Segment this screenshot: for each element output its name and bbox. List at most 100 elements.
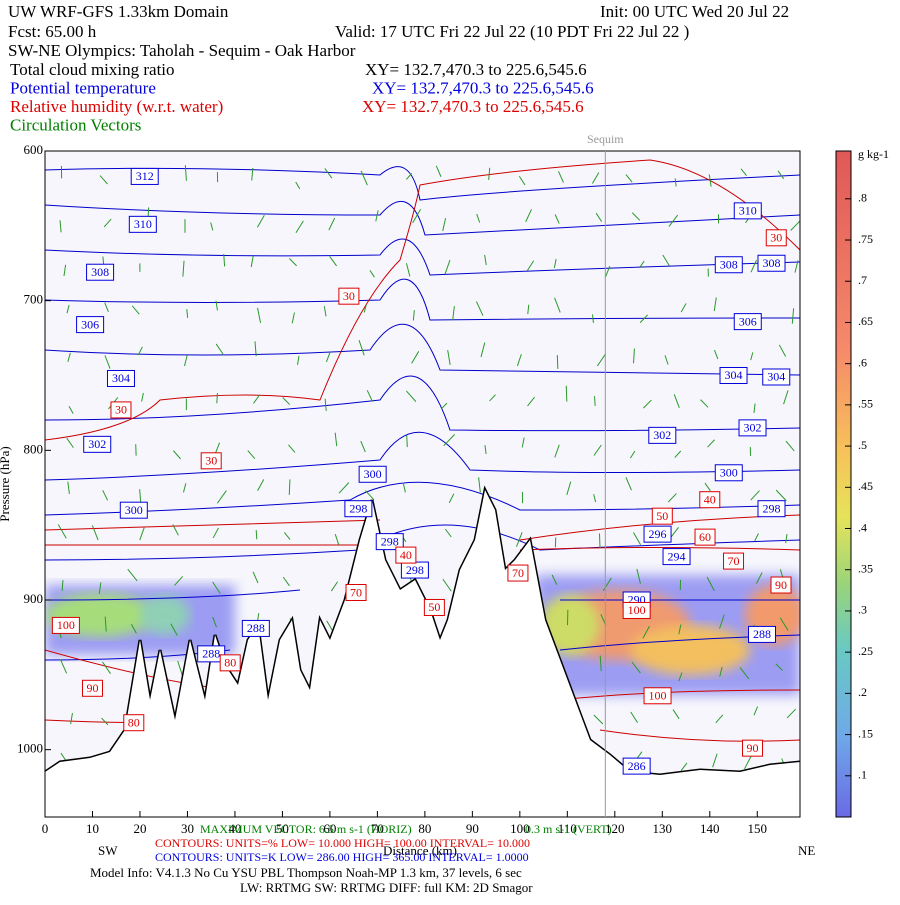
init-time: Init: 00 UTC Wed 20 Jul 22 (600, 2, 789, 21)
theta-label: 294 (668, 549, 686, 563)
rh-label: 30 (205, 454, 217, 468)
theta-label: 300 (364, 467, 382, 481)
rh-label: 100 (57, 618, 75, 632)
x-tick-label: 10 (86, 821, 99, 836)
colorbar-tick-label: .7 (858, 273, 867, 287)
theta-label: 296 (649, 527, 667, 541)
rh-label: 90 (775, 578, 787, 592)
vector (217, 393, 218, 403)
x-tick-label: 150 (748, 821, 768, 836)
x-tick-label: 0 (42, 821, 49, 836)
field-name: Circulation Vectors (10, 115, 141, 134)
rh-label: 40 (400, 548, 412, 562)
vector (256, 530, 257, 539)
y-axis-label: Pressure (hPa) (0, 446, 12, 521)
rh-label: 70 (350, 585, 362, 599)
right-end: NE (798, 843, 815, 858)
theta-label: 300 (720, 466, 738, 480)
theta-label: 306 (739, 314, 757, 328)
theta-label: 288 (753, 627, 771, 641)
colorbar-tick-label: .25 (858, 644, 873, 658)
colorbar-tick-label: .3 (858, 603, 867, 617)
valid-time: Valid: 17 UTC Fri 22 Jul 22 (10 PDT Fri … (335, 22, 689, 41)
x-tick-label: 130 (653, 821, 673, 836)
theta-label: 304 (767, 370, 785, 384)
vector (595, 396, 596, 406)
theta-label: 298 (763, 501, 781, 515)
rh-label: 50 (656, 509, 668, 523)
theta-label: 308 (720, 257, 738, 271)
colorbar-tick-label: .4 (858, 520, 867, 534)
rh-label: 90 (747, 741, 759, 755)
theta-label: 310 (739, 204, 757, 218)
rh-label: 40 (704, 492, 716, 506)
theta-label: 310 (134, 217, 152, 231)
colorbar-tick-label: .45 (858, 479, 873, 493)
theta-label: 312 (136, 169, 154, 183)
colorbar-tick-label: .8 (858, 191, 867, 205)
colorbar-tick-label: .15 (858, 726, 873, 740)
model-info: Model Info: V4.1.3 No Cu YSU PBL Thompso… (90, 865, 522, 880)
y-tick-label: 600 (24, 142, 44, 157)
rh-label: 30 (115, 403, 127, 417)
y-tick-label: 700 (24, 292, 44, 307)
y-tick-label: 1000 (17, 741, 43, 756)
colorbar (836, 151, 851, 817)
x-tick-label: 140 (700, 821, 720, 836)
x-tick-label: 20 (133, 821, 146, 836)
location-label: Sequim (587, 132, 624, 146)
theta-label: 302 (88, 437, 106, 451)
field-name: Potential temperature (10, 78, 156, 97)
x-tick-label: 30 (181, 821, 194, 836)
rh-contour-info: CONTOURS: UNITS=% LOW= 10.000 HIGH= 100.… (155, 836, 530, 850)
rh-label: 70 (728, 554, 740, 568)
theta-label: 304 (725, 368, 743, 382)
max-vector: MAXIMUM VECTOR: 6.5 m s-1 (HORIZ) (200, 822, 412, 836)
field-name: Relative humidity (w.r.t. water) (10, 97, 223, 116)
x-tick-label: 80 (418, 821, 431, 836)
rh-label: 70 (512, 566, 524, 580)
vector (407, 436, 408, 448)
title: UW WRF-GFS 1.33km Domain (8, 2, 229, 21)
vert-vector: 0.3 m s-1 (VERT) (525, 822, 612, 836)
colorbar-tick-label: .5 (858, 438, 867, 452)
y-tick-label: 800 (24, 441, 44, 456)
rh-label: 50 (428, 600, 440, 614)
colorbar-tick-label: .75 (858, 232, 873, 246)
theta-label: 302 (744, 421, 762, 435)
theta-label: 308 (763, 256, 781, 270)
colorbar-tick-label: .2 (858, 685, 867, 699)
rh-label: 100 (649, 689, 667, 703)
rh-label: 100 (628, 603, 646, 617)
left-end: SW (98, 843, 118, 858)
theta-label: 286 (628, 759, 646, 773)
rh-label: 90 (86, 681, 98, 695)
forecast-hour: Fcst: 65.00 h (8, 22, 97, 41)
rh-label: 80 (224, 656, 236, 670)
rh-label: 80 (128, 715, 140, 729)
vector (599, 534, 600, 549)
theta-label: 304 (112, 371, 130, 385)
vector (566, 386, 567, 402)
section-name: SW-NE Olympics: Taholah - Sequim - Oak H… (8, 41, 356, 60)
rh-label: 30 (343, 289, 355, 303)
colorbar-tick-label: .35 (858, 561, 873, 575)
field-name: Total cloud mixing ratio (10, 60, 175, 79)
field-range: XY= 132.7,470.3 to 225.6,545.6 (365, 60, 587, 79)
rh-label: 60 (699, 530, 711, 544)
theta-label: 298 (349, 501, 367, 515)
theta-contour-info: CONTOURS: UNITS=K LOW= 286.00 HIGH= 365.… (155, 850, 529, 864)
field-range: XY= 132.7,470.3 to 225.6,545.6 (362, 97, 584, 116)
colorbar-tick-label: .1 (858, 768, 867, 782)
theta-label: 302 (653, 428, 671, 442)
colorbar-tick-label: .65 (858, 314, 873, 328)
vector (289, 479, 290, 495)
theta-label: 288 (202, 647, 220, 661)
theta-label: 298 (381, 534, 399, 548)
theta-label: 288 (247, 621, 265, 635)
vector (557, 355, 558, 369)
colorbar-unit: g kg-1 (858, 147, 889, 161)
theta-label: 306 (81, 317, 99, 331)
x-tick-label: 90 (466, 821, 479, 836)
